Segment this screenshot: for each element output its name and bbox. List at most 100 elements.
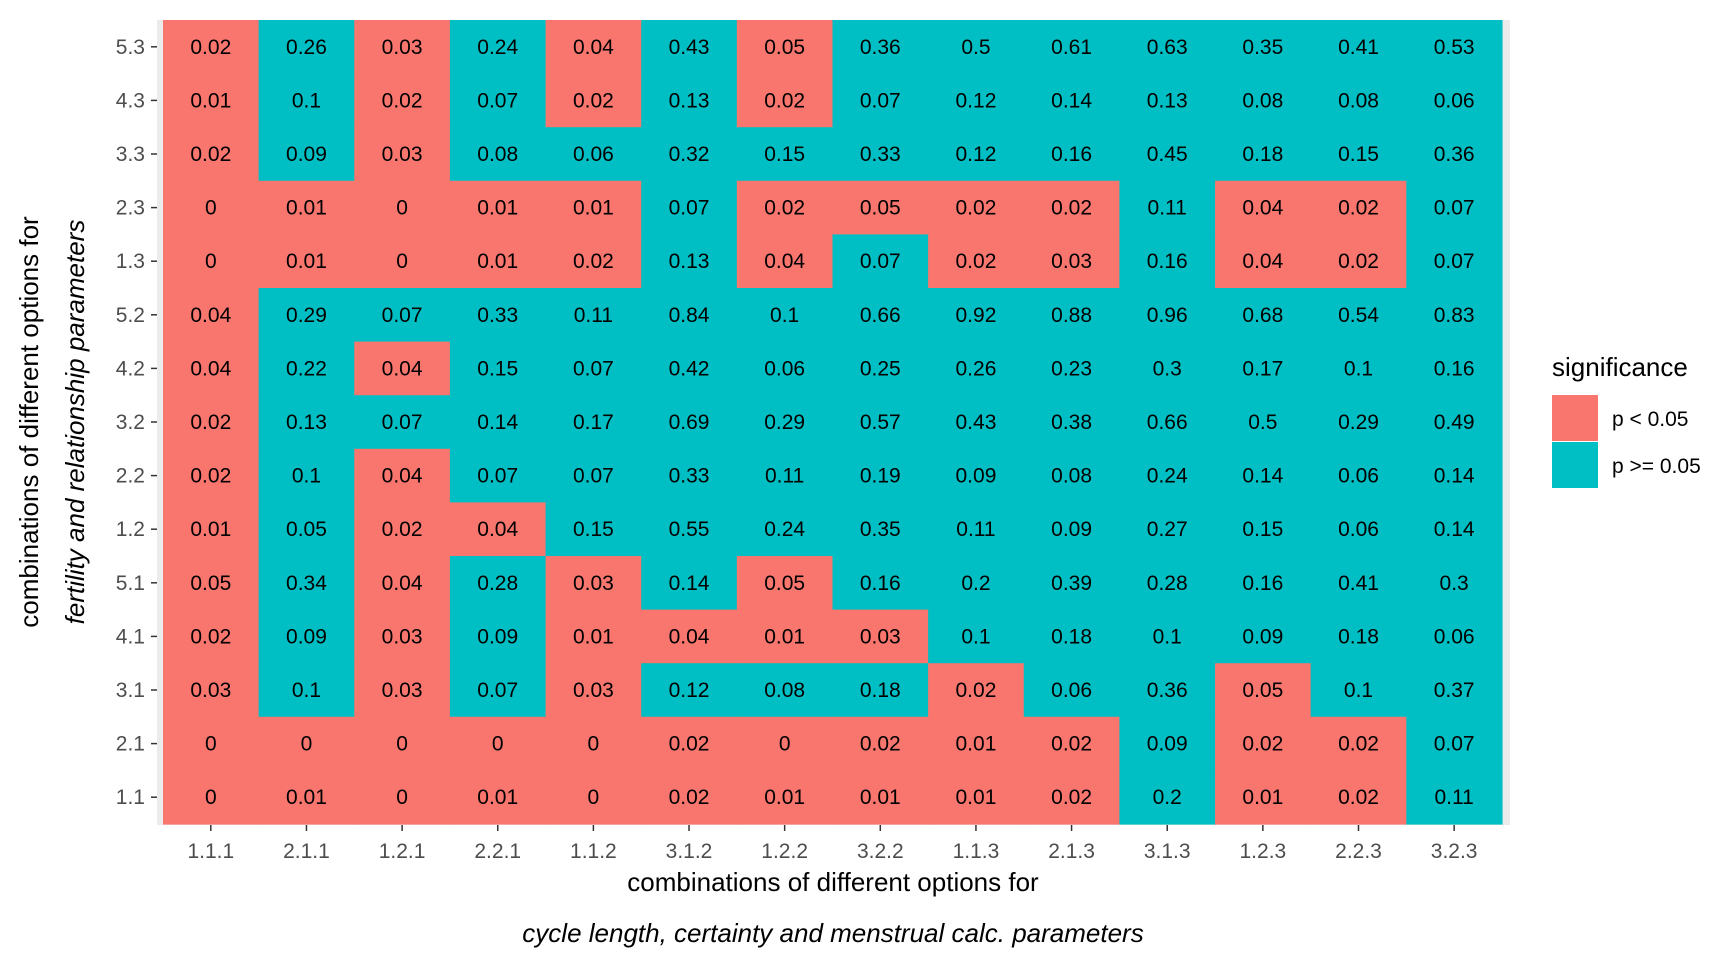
- cell-value-label: 0.01: [477, 786, 518, 809]
- heatmap-cell: [736, 502, 834, 557]
- heatmap-cell: [354, 341, 451, 396]
- heatmap-cell: [832, 770, 929, 825]
- heatmap-cell: [258, 609, 355, 664]
- x-axis-tick-label: 1.2.3: [1240, 840, 1287, 863]
- heatmap-cell: [928, 234, 1025, 289]
- heatmap-cell: [928, 127, 1025, 182]
- cell-value-label: 0.02: [190, 465, 231, 488]
- cell-value-label: 0.1: [770, 304, 799, 327]
- cell-value-label: 0.34: [286, 572, 327, 595]
- cell-value-label: 0.04: [764, 250, 805, 273]
- heatmap-cell: [736, 20, 834, 75]
- cell-value-label: 0.07: [573, 357, 614, 380]
- heatmap-cell: [1023, 288, 1120, 343]
- heatmap-cell: [641, 234, 738, 289]
- cell-value-label: 0.3: [1153, 357, 1182, 380]
- cell-value-label: 0.11: [765, 465, 804, 488]
- cell-value-label: 0.01: [477, 197, 518, 220]
- cell-value-label: 0.96: [1147, 304, 1188, 327]
- cell-value-label: 0.09: [286, 625, 327, 648]
- y-axis-tick-label: 1.3: [116, 250, 145, 273]
- cell-value-label: 0.07: [477, 679, 518, 702]
- cell-value-label: 0.02: [1338, 250, 1379, 273]
- cell-value-label: 0.61: [1051, 36, 1092, 59]
- heatmap-cell: [1215, 663, 1312, 718]
- cell-value-label: 0.66: [1147, 411, 1188, 434]
- cell-value-label: 0.18: [1338, 625, 1379, 648]
- cell-value-label: 0.37: [1434, 679, 1475, 702]
- heatmap-cell: [736, 127, 834, 182]
- cell-value-label: 0.02: [190, 143, 231, 166]
- x-axis-tick-label: 3.2.2: [857, 840, 904, 863]
- cell-value-label: 0.18: [860, 679, 901, 702]
- heatmap-cell: [545, 20, 642, 75]
- heatmap-cell: [1023, 770, 1120, 825]
- heatmap-cell: [1215, 770, 1312, 825]
- heatmap-cell: [832, 448, 929, 503]
- cell-value-label: 0.41: [1338, 36, 1379, 59]
- heatmap-cell: [1023, 716, 1120, 771]
- heatmap-cell: [163, 73, 260, 128]
- cell-value-label: 0.02: [190, 36, 231, 59]
- cell-value-label: 0: [588, 786, 600, 809]
- cell-value-label: 0.29: [1338, 411, 1379, 434]
- cell-value-label: 0.02: [1338, 733, 1379, 756]
- cell-value-label: 0.43: [956, 411, 997, 434]
- heatmap-cell: [163, 341, 260, 396]
- cell-value-label: 0.38: [1051, 411, 1092, 434]
- heatmap-cell: [1310, 663, 1407, 718]
- cell-value-label: 0.5: [961, 36, 990, 59]
- heatmap-cell: [641, 73, 738, 128]
- heatmap-cell: [641, 288, 738, 343]
- heatmap-cell: [736, 556, 834, 611]
- cell-value-label: 0.09: [286, 143, 327, 166]
- heatmap-cell: [928, 20, 1025, 75]
- cell-value-label: 0.07: [1434, 733, 1475, 756]
- heatmap-cell: [258, 73, 355, 128]
- cell-value-label: 0.1: [1153, 625, 1182, 648]
- heatmap-cell: [545, 556, 642, 611]
- heatmap-cell: [832, 20, 929, 75]
- heatmap-cell: [1119, 395, 1216, 450]
- heatmap-cell: [736, 288, 834, 343]
- cell-value-label: 0.01: [956, 733, 997, 756]
- heatmap-cell: [832, 73, 929, 128]
- heatmap-cell: [1215, 341, 1312, 396]
- heatmap-cell: [1310, 502, 1407, 557]
- cell-value-label: 0.11: [956, 518, 995, 541]
- heatmap-cell: [928, 502, 1025, 557]
- heatmap-cell: [736, 770, 834, 825]
- cell-value-label: 0.06: [1434, 89, 1475, 112]
- cell-value-label: 0.01: [573, 625, 614, 648]
- heatmap-cell: [354, 448, 451, 503]
- cell-value-label: 0.35: [860, 518, 901, 541]
- cell-value-label: 0.03: [190, 679, 231, 702]
- cell-value-label: 0.69: [669, 411, 710, 434]
- cell-value-label: 0.01: [956, 786, 997, 809]
- x-axis-tick-label: 1.1.1: [187, 840, 234, 863]
- cell-value-label: 0.2: [1153, 786, 1182, 809]
- cell-value-label: 0.35: [1242, 36, 1283, 59]
- cell-value-label: 0.03: [573, 679, 614, 702]
- heatmap-cell: [736, 663, 834, 718]
- cell-value-label: 0.42: [669, 357, 710, 380]
- y-axis-tick-label: 4.1: [116, 625, 145, 648]
- heatmap-cell: [1215, 609, 1312, 664]
- heatmap-cell: [1406, 127, 1503, 182]
- heatmap-cell: [258, 288, 355, 343]
- y-axis-tick-label: 5.1: [116, 572, 145, 595]
- cell-value-label: 0.01: [286, 197, 327, 220]
- heatmap-cell: [163, 663, 260, 718]
- heatmap-cell: [1023, 73, 1120, 128]
- cell-value-label: 0.13: [669, 89, 710, 112]
- y-axis-tick-label: 3.2: [116, 411, 145, 434]
- y-axis-tick-label: 5.2: [116, 304, 145, 327]
- heatmap-cell: [1119, 502, 1216, 557]
- y-axis-tick-label: 3.1: [116, 679, 145, 702]
- x-axis-tick-label: 2.2.1: [474, 840, 521, 863]
- cell-value-label: 0.07: [477, 465, 518, 488]
- cell-value-label: 0.18: [1051, 625, 1092, 648]
- legend-key-significant: [1552, 395, 1598, 441]
- cell-value-label: 0.07: [1434, 250, 1475, 273]
